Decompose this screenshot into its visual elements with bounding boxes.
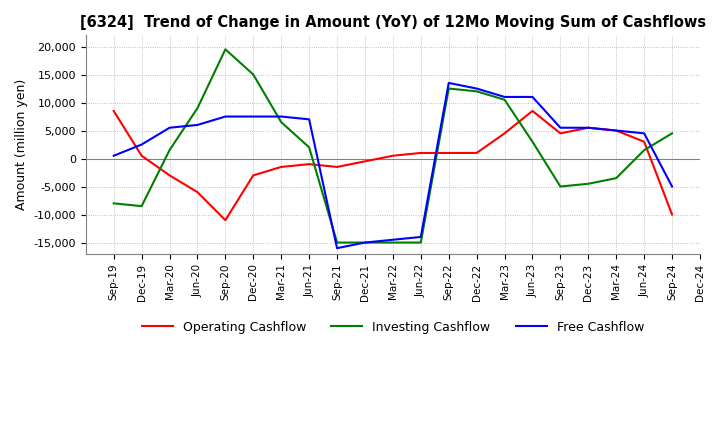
Operating Cashflow [221, 217, 230, 223]
Legend: Operating Cashflow, Investing Cashflow, Free Cashflow: Operating Cashflow, Investing Cashflow, … [137, 316, 649, 339]
Investing Cashflow [389, 240, 397, 245]
Operating Cashflow [472, 150, 481, 156]
Free Cashflow [277, 114, 286, 119]
Investing Cashflow [138, 204, 146, 209]
Investing Cashflow [444, 86, 453, 91]
Operating Cashflow [528, 108, 537, 114]
Operating Cashflow [165, 173, 174, 178]
Free Cashflow [138, 142, 146, 147]
Line: Operating Cashflow: Operating Cashflow [114, 111, 672, 220]
Operating Cashflow [389, 153, 397, 158]
Operating Cashflow [444, 150, 453, 156]
Investing Cashflow [528, 139, 537, 144]
Free Cashflow [528, 94, 537, 99]
Investing Cashflow [249, 72, 258, 77]
Operating Cashflow [612, 128, 621, 133]
Free Cashflow [444, 80, 453, 85]
Free Cashflow [556, 125, 564, 130]
Operating Cashflow [138, 153, 146, 158]
Operating Cashflow [361, 159, 369, 164]
Operating Cashflow [500, 131, 509, 136]
Investing Cashflow [500, 97, 509, 103]
Line: Investing Cashflow: Investing Cashflow [114, 49, 672, 242]
Line: Free Cashflow: Free Cashflow [114, 83, 672, 248]
Free Cashflow [361, 240, 369, 245]
Operating Cashflow [193, 190, 202, 195]
Investing Cashflow [277, 120, 286, 125]
Operating Cashflow [640, 139, 649, 144]
Operating Cashflow [109, 108, 118, 114]
Investing Cashflow [361, 240, 369, 245]
Investing Cashflow [640, 147, 649, 153]
Investing Cashflow [165, 147, 174, 153]
Free Cashflow [416, 235, 425, 240]
Free Cashflow [193, 122, 202, 128]
Investing Cashflow [472, 89, 481, 94]
Free Cashflow [165, 125, 174, 130]
Free Cashflow [584, 125, 593, 130]
Operating Cashflow [277, 164, 286, 169]
Free Cashflow [667, 184, 676, 189]
Free Cashflow [612, 128, 621, 133]
Free Cashflow [249, 114, 258, 119]
Investing Cashflow [584, 181, 593, 187]
Operating Cashflow [249, 173, 258, 178]
Investing Cashflow [221, 47, 230, 52]
Free Cashflow [472, 86, 481, 91]
Investing Cashflow [305, 145, 313, 150]
Investing Cashflow [109, 201, 118, 206]
Investing Cashflow [667, 131, 676, 136]
Investing Cashflow [416, 240, 425, 245]
Title: [6324]  Trend of Change in Amount (YoY) of 12Mo Moving Sum of Cashflows: [6324] Trend of Change in Amount (YoY) o… [80, 15, 706, 30]
Investing Cashflow [333, 240, 341, 245]
Investing Cashflow [193, 106, 202, 111]
Free Cashflow [500, 94, 509, 99]
Free Cashflow [221, 114, 230, 119]
Investing Cashflow [612, 176, 621, 181]
Operating Cashflow [667, 212, 676, 217]
Free Cashflow [305, 117, 313, 122]
Y-axis label: Amount (million yen): Amount (million yen) [15, 79, 28, 210]
Free Cashflow [389, 237, 397, 242]
Investing Cashflow [556, 184, 564, 189]
Operating Cashflow [305, 161, 313, 167]
Free Cashflow [640, 131, 649, 136]
Operating Cashflow [556, 131, 564, 136]
Free Cashflow [333, 246, 341, 251]
Operating Cashflow [416, 150, 425, 156]
Free Cashflow [109, 153, 118, 158]
Operating Cashflow [333, 164, 341, 169]
Operating Cashflow [584, 125, 593, 130]
